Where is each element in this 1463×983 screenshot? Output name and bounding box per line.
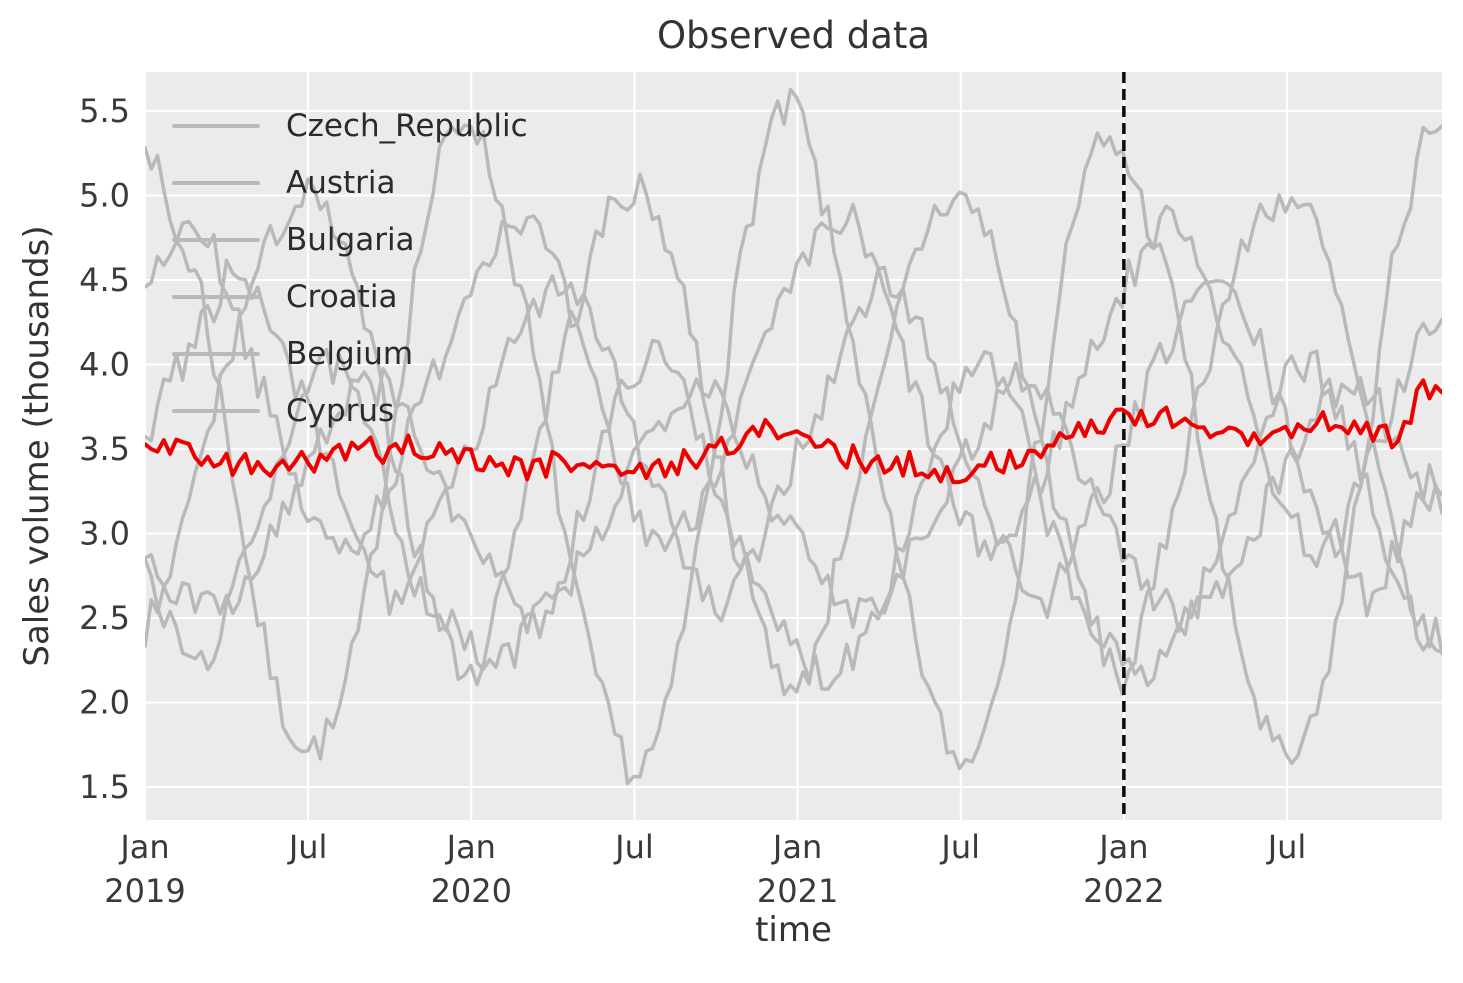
legend-line-swatch (172, 294, 260, 299)
legend-item-belgium: Belgium (172, 325, 528, 382)
y-tick-label: 2.5 (79, 599, 130, 637)
legend-label: Cyprus (286, 392, 395, 429)
series-line-czech_republic (145, 87, 1442, 786)
x-tick-label: Jul (287, 828, 328, 866)
series-line-belgium (145, 258, 1442, 623)
y-tick-label: 5.5 (79, 92, 130, 130)
y-tick-label: 5.0 (79, 177, 130, 215)
x-tick-label: Jan (445, 828, 496, 866)
legend-label: Belgium (286, 335, 414, 372)
legend-line-swatch (172, 123, 260, 128)
series-line-croatia (145, 338, 1442, 692)
x-tick-year-label: 2022 (1083, 872, 1164, 910)
y-tick-label: 1.5 (79, 768, 130, 806)
x-tick-label: Jan (771, 828, 822, 866)
series-line-cyprus (145, 361, 1442, 635)
legend: Czech_Republic Austria Bulgaria Croatia Belg… (172, 97, 528, 439)
series-line-austria (145, 172, 1442, 697)
y-tick-label: 3.5 (79, 430, 130, 468)
x-tick-label: Jan (118, 828, 169, 866)
y-tick-label: 2.0 (79, 684, 130, 722)
y-axis-label: Sales volume (thousands) (17, 225, 57, 667)
chart-title: Observed data (656, 14, 931, 57)
x-tick-label: Jan (1097, 828, 1148, 866)
legend-item-austria: Austria (172, 154, 528, 211)
y-tick-label: 4.5 (79, 261, 130, 299)
legend-item-cyprus: Cyprus (172, 382, 528, 439)
legend-line-swatch (172, 408, 260, 413)
legend-item-croatia: Croatia (172, 268, 528, 325)
x-tick-year-label: 2020 (431, 872, 512, 910)
legend-label: Austria (286, 164, 396, 201)
x-tick-label: Jul (939, 828, 980, 866)
legend-item-bulgaria: Bulgaria (172, 211, 528, 268)
legend-label: Czech_Republic (286, 107, 528, 144)
legend-label: Croatia (286, 278, 398, 315)
legend-line-swatch (172, 237, 260, 242)
legend-item-czech_republic: Czech_Republic (172, 97, 528, 154)
legend-line-swatch (172, 351, 260, 356)
x-axis-label: time (755, 910, 832, 950)
x-tick-label: Jul (1266, 828, 1307, 866)
legend-line-swatch (172, 180, 260, 185)
x-tick-label: Jul (613, 828, 654, 866)
x-tick-year-label: 2021 (757, 872, 838, 910)
y-tick-label: 3.0 (79, 515, 130, 553)
highlighted-series-line (145, 378, 1442, 485)
y-tick-label: 4.0 (79, 346, 130, 384)
x-tick-year-label: 2019 (104, 872, 185, 910)
legend-label: Bulgaria (286, 221, 415, 258)
